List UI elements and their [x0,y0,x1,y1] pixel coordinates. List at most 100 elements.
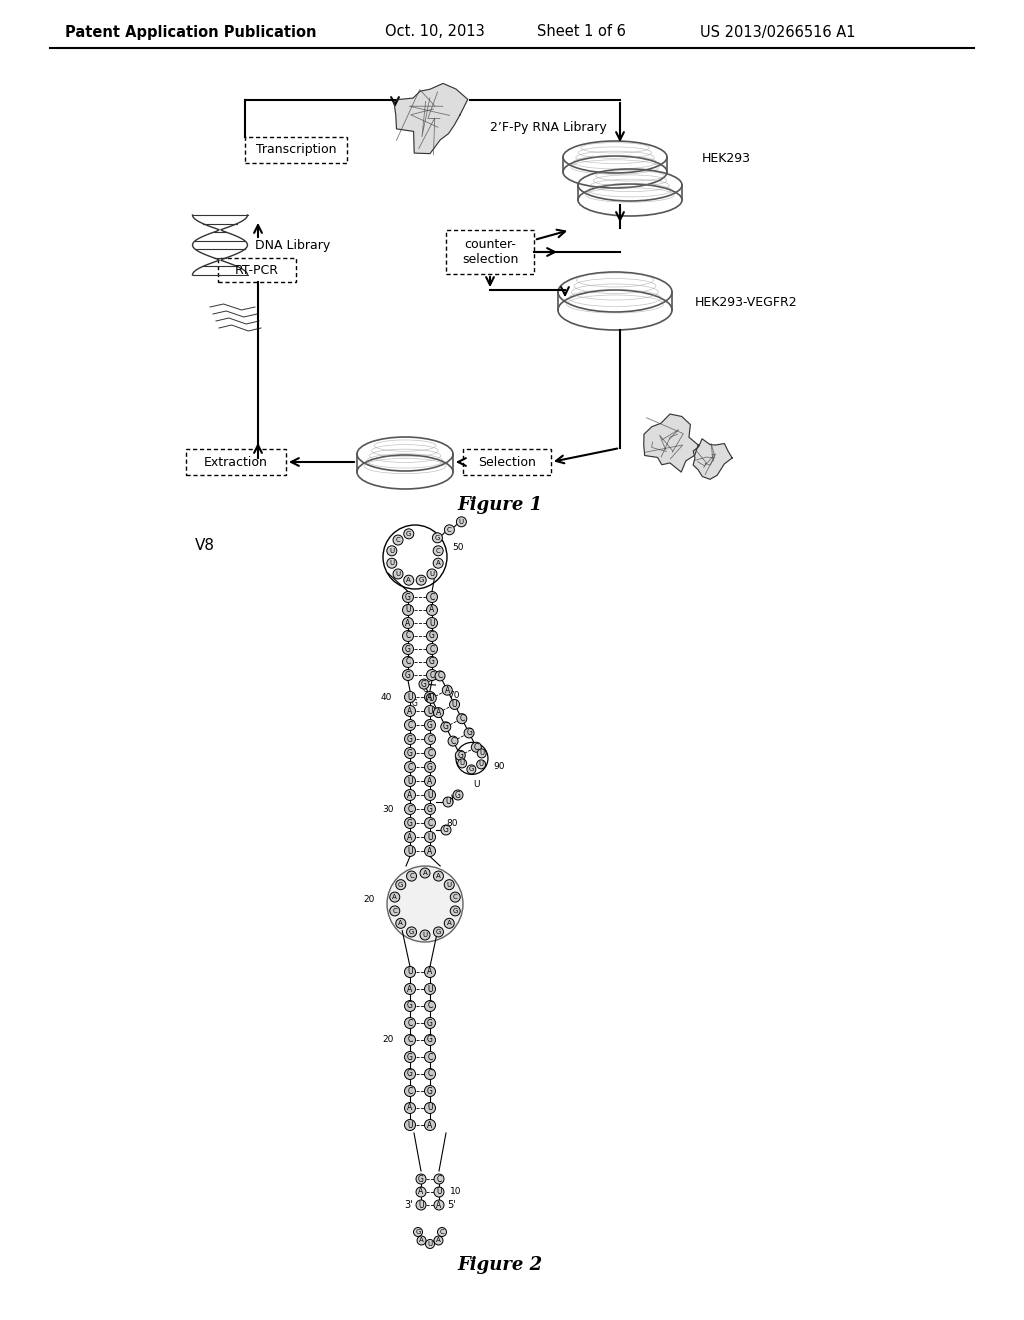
Circle shape [404,734,416,744]
Circle shape [425,1035,435,1045]
Circle shape [416,1187,426,1197]
Text: U: U [408,968,413,977]
Text: 30: 30 [383,804,394,813]
Circle shape [404,1068,416,1080]
Text: 20: 20 [364,895,375,903]
Circle shape [427,631,437,642]
Circle shape [441,825,451,836]
Circle shape [404,705,416,717]
Circle shape [404,1085,416,1097]
Circle shape [425,966,435,978]
Circle shape [403,529,414,539]
Circle shape [404,966,416,978]
Text: A: A [407,577,412,583]
Text: C: C [427,1052,432,1061]
Circle shape [402,656,414,668]
Text: U: U [474,780,480,789]
Text: C: C [410,873,414,879]
Text: U: U [428,694,434,702]
Circle shape [407,927,417,937]
Text: A: A [423,870,427,876]
Circle shape [442,685,453,696]
Circle shape [427,618,437,628]
Text: Patent Application Publication: Patent Application Publication [65,25,316,40]
Circle shape [402,631,414,642]
Text: 80: 80 [446,818,458,828]
Text: A: A [436,560,440,566]
Text: Sheet 1 of 6: Sheet 1 of 6 [537,25,626,40]
Circle shape [433,927,443,937]
Circle shape [457,517,466,527]
Text: U: U [436,1188,441,1196]
Text: C: C [408,1035,413,1044]
Circle shape [449,737,458,746]
Text: Selection: Selection [478,455,536,469]
Text: U: U [427,791,433,800]
Circle shape [434,1236,443,1245]
Text: U: U [395,572,400,577]
Circle shape [451,906,460,916]
Text: A: A [427,776,432,785]
Circle shape [404,804,416,814]
Text: 5': 5' [447,1200,456,1210]
Circle shape [444,919,455,928]
Circle shape [425,1102,435,1114]
Text: A: A [419,1237,424,1243]
Text: G: G [407,531,412,537]
Text: A: A [429,606,434,615]
Circle shape [427,605,437,615]
Circle shape [427,644,437,655]
Text: A: A [408,791,413,800]
Circle shape [425,983,435,994]
Text: A: A [427,846,432,855]
Text: C: C [427,1002,432,1011]
Text: C: C [406,657,411,667]
Circle shape [444,879,455,890]
Text: U: U [408,776,413,785]
Circle shape [420,869,430,878]
Circle shape [393,535,403,545]
Circle shape [404,1052,416,1063]
Circle shape [477,748,486,758]
Text: DNA Library: DNA Library [255,239,331,252]
Circle shape [404,747,416,759]
Text: G: G [427,1019,433,1027]
Text: G: G [408,734,413,743]
Circle shape [425,804,435,814]
Circle shape [453,789,463,800]
Circle shape [387,545,397,556]
Circle shape [433,708,443,718]
Circle shape [433,558,443,568]
Circle shape [404,846,416,857]
Text: U: U [389,560,394,566]
Text: U: U [429,619,435,627]
Circle shape [435,671,445,681]
Circle shape [404,762,416,772]
Text: A: A [427,968,432,977]
Circle shape [440,722,451,731]
Text: U: U [408,1121,413,1130]
Text: U: U [429,572,434,577]
Text: U: U [427,1241,432,1247]
Text: A: A [408,1104,413,1113]
Text: C: C [459,714,465,723]
Text: G: G [406,644,411,653]
Circle shape [471,742,481,752]
Text: 40: 40 [381,693,392,701]
Circle shape [390,906,399,916]
Circle shape [425,747,435,759]
Text: G: G [427,804,433,813]
Circle shape [404,1018,416,1028]
Text: G: G [429,657,435,667]
Circle shape [407,871,417,880]
Text: G: G [408,748,413,758]
Text: U: U [408,693,413,701]
Circle shape [404,1102,416,1114]
Circle shape [395,919,406,928]
Circle shape [434,1173,444,1184]
Text: U: U [408,846,413,855]
Text: C: C [427,818,432,828]
Text: C: C [427,1069,432,1078]
Text: C: C [429,671,434,680]
Circle shape [425,734,435,744]
